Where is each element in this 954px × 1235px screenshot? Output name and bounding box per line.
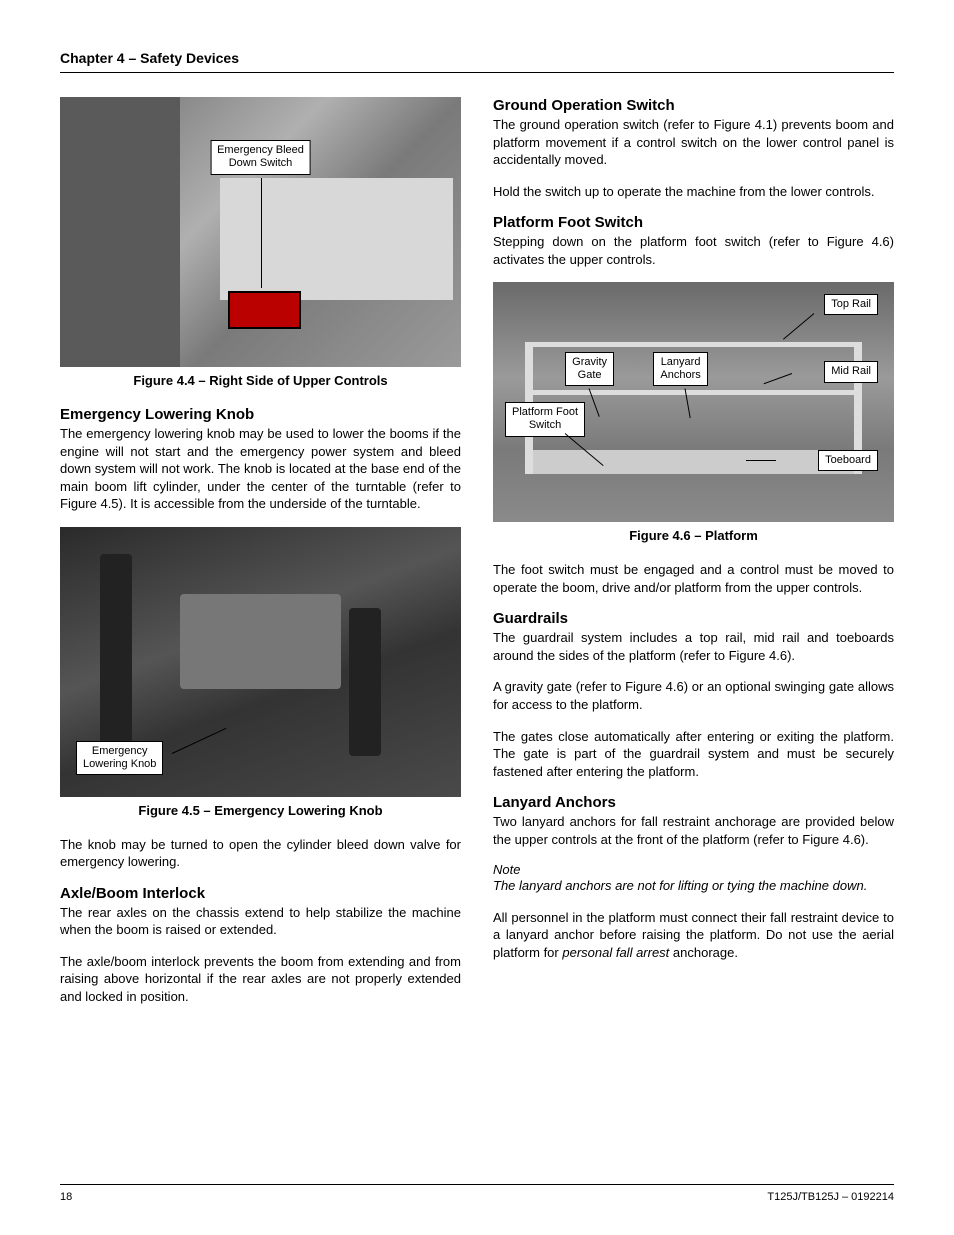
text-gos-p2: Hold the switch up to operate the machin… — [493, 183, 894, 201]
figure-4-5-image: Emergency Lowering Knob — [60, 527, 461, 797]
text-la-p1: Two lanyard anchors for fall restraint a… — [493, 813, 894, 848]
figure-4-6-caption: Figure 4.6 – Platform — [493, 528, 894, 543]
callout-top-rail: Top Rail — [824, 294, 878, 315]
content-columns: Emergency Bleed Down Switch Figure 4.4 –… — [60, 97, 894, 1020]
text-la-p2-italic: personal fall arrest — [562, 945, 669, 960]
figure-4-4-caption: Figure 4.4 – Right Side of Upper Control… — [60, 373, 461, 388]
heading-lanyard-anchors: Lanyard Anchors — [493, 794, 894, 811]
heading-axle-boom-interlock: Axle/Boom Interlock — [60, 885, 461, 902]
callout-lanyard-anchors: Lanyard Anchors — [653, 352, 707, 386]
note-label: Note — [493, 862, 894, 877]
callout-lowering-knob: Emergency Lowering Knob — [76, 741, 163, 775]
figure-4-6-image: Top Rail Gravity Gate Lanyard Anchors Mi… — [493, 282, 894, 522]
callout-mid-rail: Mid Rail — [824, 361, 878, 382]
note-text: The lanyard anchors are not for lifting … — [493, 877, 894, 895]
figure-4-4: Emergency Bleed Down Switch Figure 4.4 –… — [60, 97, 461, 388]
text-elk-p1: The emergency lowering knob may be used … — [60, 425, 461, 513]
heading-ground-operation-switch: Ground Operation Switch — [493, 97, 894, 114]
figure-4-5: Emergency Lowering Knob Figure 4.5 – Eme… — [60, 527, 461, 818]
figure-4-5-caption: Figure 4.5 – Emergency Lowering Knob — [60, 803, 461, 818]
callout-toeboard: Toeboard — [818, 450, 878, 471]
heading-guardrails: Guardrails — [493, 610, 894, 627]
doc-id: T125J/TB125J – 0192214 — [767, 1191, 894, 1203]
heading-emergency-lowering-knob: Emergency Lowering Knob — [60, 406, 461, 423]
text-gr-p1: The guardrail system includes a top rail… — [493, 629, 894, 664]
text-gr-p2: A gravity gate (refer to Figure 4.6) or … — [493, 678, 894, 713]
text-elk-p2: The knob may be turned to open the cylin… — [60, 836, 461, 871]
callout-gravity-gate: Gravity Gate — [565, 352, 614, 386]
heading-platform-foot-switch: Platform Foot Switch — [493, 214, 894, 231]
text-gos-p1: The ground operation switch (refer to Fi… — [493, 116, 894, 169]
text-gr-p3: The gates close automatically after ente… — [493, 728, 894, 781]
callout-foot-switch: Platform Foot Switch — [505, 402, 585, 436]
page-header: Chapter 4 – Safety Devices — [60, 50, 894, 73]
text-pfs-p1: Stepping down on the platform foot switc… — [493, 233, 894, 268]
page-footer: 18 T125J/TB125J – 0192214 — [60, 1184, 894, 1203]
text-la-p2: All personnel in the platform must conne… — [493, 909, 894, 962]
text-la-p2b: anchorage. — [669, 945, 738, 960]
text-pfs-p2: The foot switch must be engaged and a co… — [493, 561, 894, 596]
left-column: Emergency Bleed Down Switch Figure 4.4 –… — [60, 97, 461, 1020]
figure-4-4-image: Emergency Bleed Down Switch — [60, 97, 461, 367]
callout-bleed-switch: Emergency Bleed Down Switch — [210, 140, 311, 174]
chapter-title: Chapter 4 – Safety Devices — [60, 50, 239, 66]
right-column: Ground Operation Switch The ground opera… — [493, 97, 894, 1020]
text-abi-p2: The axle/boom interlock prevents the boo… — [60, 953, 461, 1006]
figure-4-6: Top Rail Gravity Gate Lanyard Anchors Mi… — [493, 282, 894, 543]
page-number: 18 — [60, 1191, 72, 1203]
text-abi-p1: The rear axles on the chassis extend to … — [60, 904, 461, 939]
